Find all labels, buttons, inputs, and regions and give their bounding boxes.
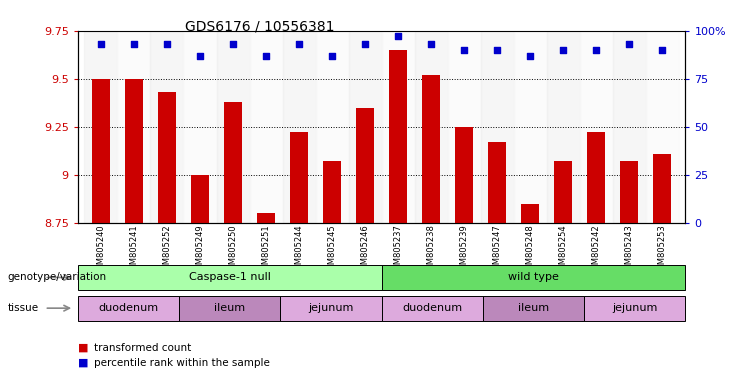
Point	[591, 47, 602, 53]
Bar	[184, 31, 216, 223]
Bar	[613, 31, 646, 223]
Bar	[521, 204, 539, 223]
Text: genotype/variation: genotype/variation	[7, 272, 107, 283]
Text: GDS6176 / 10556381: GDS6176 / 10556381	[185, 19, 334, 33]
Bar	[488, 142, 506, 223]
Bar	[646, 31, 679, 223]
Text: ■: ■	[78, 358, 88, 368]
Bar	[448, 31, 481, 223]
Point	[194, 53, 206, 59]
Text: tissue: tissue	[7, 303, 39, 313]
Bar	[547, 31, 579, 223]
Bar	[216, 31, 250, 223]
Text: ileum: ileum	[518, 303, 549, 313]
Bar	[356, 108, 374, 223]
Point	[392, 33, 404, 40]
Point	[260, 53, 272, 59]
Bar	[290, 132, 308, 223]
Bar	[92, 79, 110, 223]
Bar	[257, 213, 275, 223]
Bar	[579, 31, 613, 223]
Bar	[84, 31, 117, 223]
Point	[623, 41, 635, 47]
Bar	[224, 102, 242, 223]
Bar	[282, 31, 316, 223]
Point	[95, 41, 107, 47]
Bar	[250, 31, 282, 223]
Bar	[514, 31, 547, 223]
Bar	[150, 31, 184, 223]
Bar	[158, 92, 176, 223]
Bar	[323, 161, 341, 223]
Text: duodenum: duodenum	[402, 303, 462, 313]
Text: jejunum: jejunum	[612, 303, 657, 313]
Bar	[316, 31, 348, 223]
Bar	[348, 31, 382, 223]
Point	[326, 53, 338, 59]
Bar	[587, 132, 605, 223]
Point	[491, 47, 503, 53]
Point	[425, 41, 437, 47]
Point	[293, 41, 305, 47]
Bar	[481, 31, 514, 223]
Point	[128, 41, 140, 47]
Text: ileum: ileum	[214, 303, 245, 313]
Point	[557, 47, 569, 53]
Point	[657, 47, 668, 53]
Bar	[389, 50, 408, 223]
Text: transformed count: transformed count	[94, 343, 191, 353]
Bar	[620, 161, 638, 223]
Text: wild type: wild type	[508, 272, 559, 283]
Point	[161, 41, 173, 47]
Bar	[125, 79, 143, 223]
Text: percentile rank within the sample: percentile rank within the sample	[94, 358, 270, 368]
Text: ■: ■	[78, 343, 88, 353]
Bar	[117, 31, 150, 223]
Point	[458, 47, 470, 53]
Bar	[191, 175, 209, 223]
Point	[525, 53, 536, 59]
Bar	[415, 31, 448, 223]
Text: Caspase-1 null: Caspase-1 null	[189, 272, 270, 283]
Text: duodenum: duodenum	[99, 303, 159, 313]
Bar	[654, 154, 671, 223]
Point	[227, 41, 239, 47]
Bar	[382, 31, 415, 223]
Bar	[455, 127, 473, 223]
Bar	[422, 75, 440, 223]
Point	[359, 41, 371, 47]
Text: jejunum: jejunum	[308, 303, 353, 313]
Bar	[554, 161, 572, 223]
